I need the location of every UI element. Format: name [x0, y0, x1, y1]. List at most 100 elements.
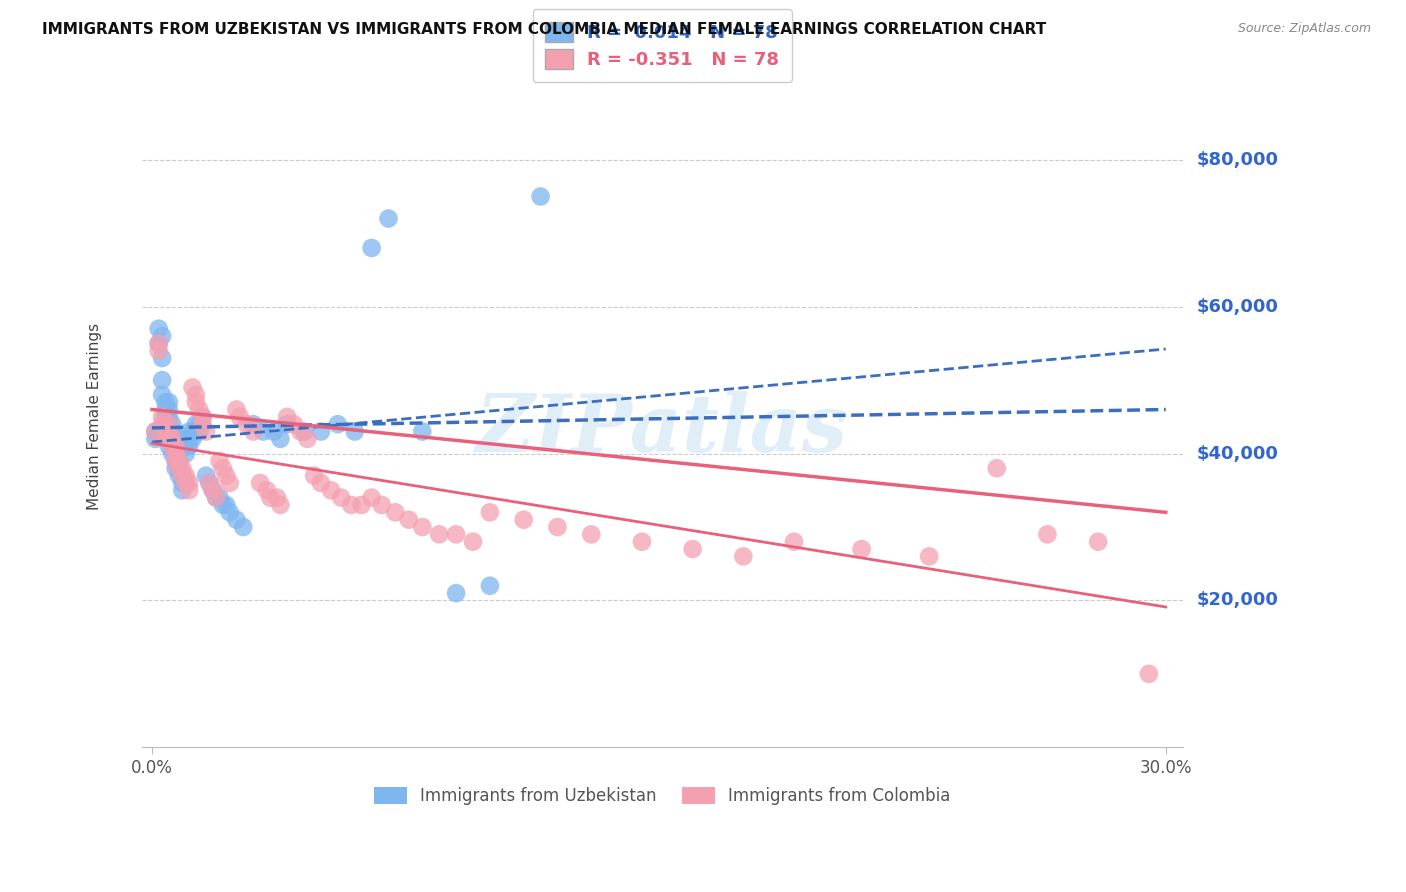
Point — [150, 373, 173, 387]
Point — [174, 432, 197, 446]
Point — [157, 425, 180, 439]
Point — [167, 454, 190, 468]
Point — [276, 409, 298, 424]
Point — [150, 329, 173, 343]
Point — [309, 425, 332, 439]
Text: IMMIGRANTS FROM UZBEKISTAN VS IMMIGRANTS FROM COLOMBIA MEDIAN FEMALE EARNINGS CO: IMMIGRANTS FROM UZBEKISTAN VS IMMIGRANTS… — [42, 22, 1046, 37]
Point — [512, 513, 534, 527]
Point — [444, 586, 467, 600]
Point — [212, 461, 235, 475]
Point — [225, 513, 247, 527]
Point — [215, 468, 238, 483]
Point — [1036, 527, 1059, 541]
Point — [184, 395, 207, 409]
Point — [179, 425, 201, 439]
Point — [478, 505, 501, 519]
Point — [165, 439, 187, 453]
Point — [150, 417, 173, 432]
Point — [259, 491, 281, 505]
Point — [350, 498, 373, 512]
Point — [411, 425, 433, 439]
Point — [172, 468, 194, 483]
Point — [148, 336, 170, 351]
Point — [851, 542, 873, 557]
Point — [150, 388, 173, 402]
Point — [235, 417, 257, 432]
Point — [143, 432, 166, 446]
Point — [269, 498, 291, 512]
Point — [249, 475, 271, 490]
Point — [188, 417, 211, 432]
Point — [297, 432, 319, 446]
Point — [155, 395, 177, 409]
Legend: Immigrants from Uzbekistan, Immigrants from Colombia: Immigrants from Uzbekistan, Immigrants f… — [367, 780, 957, 812]
Point — [276, 417, 298, 432]
Point — [143, 425, 166, 439]
Point — [292, 425, 315, 439]
Point — [165, 454, 187, 468]
Point — [157, 432, 180, 446]
Point — [252, 425, 274, 439]
Point — [986, 461, 1008, 475]
Point — [172, 475, 194, 490]
Point — [174, 446, 197, 460]
Point — [148, 322, 170, 336]
Point — [215, 498, 238, 512]
Point — [167, 454, 190, 468]
Point — [195, 425, 218, 439]
Point — [150, 409, 173, 424]
Point — [371, 498, 394, 512]
Point — [330, 491, 353, 505]
Point — [150, 351, 173, 365]
Point — [167, 461, 190, 475]
Point — [155, 417, 177, 432]
Point — [343, 425, 366, 439]
Point — [218, 505, 240, 519]
Point — [157, 425, 180, 439]
Point — [174, 439, 197, 453]
Point — [1087, 534, 1109, 549]
Point — [165, 446, 187, 460]
Point — [290, 425, 312, 439]
Point — [162, 432, 184, 446]
Point — [172, 468, 194, 483]
Point — [529, 189, 551, 203]
Point — [157, 417, 180, 432]
Point — [918, 549, 941, 564]
Point — [174, 475, 197, 490]
Point — [155, 425, 177, 439]
Point — [184, 388, 207, 402]
Point — [377, 211, 399, 226]
Point — [198, 475, 221, 490]
Point — [167, 461, 190, 475]
Point — [212, 498, 235, 512]
Point — [229, 409, 252, 424]
Point — [167, 468, 190, 483]
Point — [411, 520, 433, 534]
Point — [165, 446, 187, 460]
Point — [162, 446, 184, 460]
Point — [205, 491, 228, 505]
Point — [360, 241, 382, 255]
Point — [157, 432, 180, 446]
Point — [179, 483, 201, 498]
Point — [195, 468, 218, 483]
Point — [143, 425, 166, 439]
Point — [179, 475, 201, 490]
Point — [208, 491, 231, 505]
Point — [384, 505, 406, 519]
Point — [162, 425, 184, 439]
Point — [398, 513, 420, 527]
Point — [461, 534, 484, 549]
Point — [1137, 666, 1160, 681]
Point — [162, 439, 184, 453]
Point — [174, 468, 197, 483]
Point — [218, 475, 240, 490]
Point — [319, 483, 342, 498]
Point — [162, 432, 184, 446]
Point — [198, 475, 221, 490]
Point — [165, 446, 187, 460]
Point — [631, 534, 654, 549]
Point — [191, 409, 214, 424]
Point — [232, 520, 254, 534]
